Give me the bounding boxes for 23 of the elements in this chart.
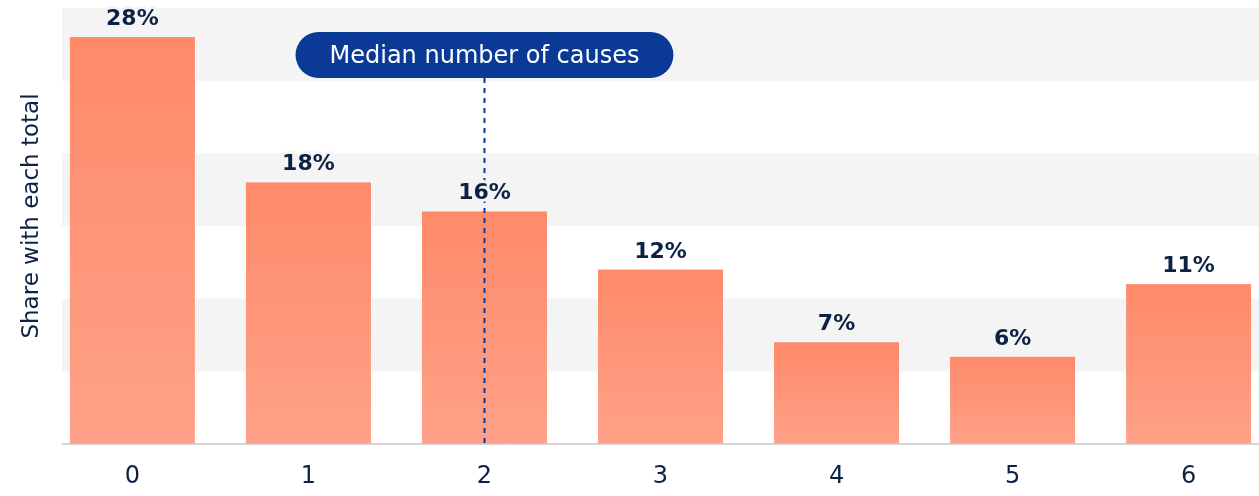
data-label: 28% [106,5,159,31]
x-tick-label: 2 [476,461,493,489]
x-tick-label: 0 [124,461,141,489]
bar [950,356,1076,444]
x-tick-label: 1 [300,461,317,489]
x-tick-label: 6 [1180,461,1197,489]
x-tick-label: 3 [652,461,669,489]
data-label: 7% [817,310,856,336]
data-label: 12% [634,237,687,263]
x-tick-label: 4 [828,461,845,489]
data-label: 18% [282,150,335,176]
data-label: 6% [993,324,1032,350]
bar [1126,284,1252,444]
y-axis-title: Share with each total [17,93,44,339]
bar [69,37,195,444]
data-label: 11% [1162,252,1215,278]
ref-line-label: Median number of causes [329,41,640,70]
bar [421,211,547,444]
bar [774,342,900,444]
data-label: 16% [458,179,511,205]
bar [245,182,371,444]
bar [598,269,723,444]
x-tick-label: 5 [1004,461,1021,489]
